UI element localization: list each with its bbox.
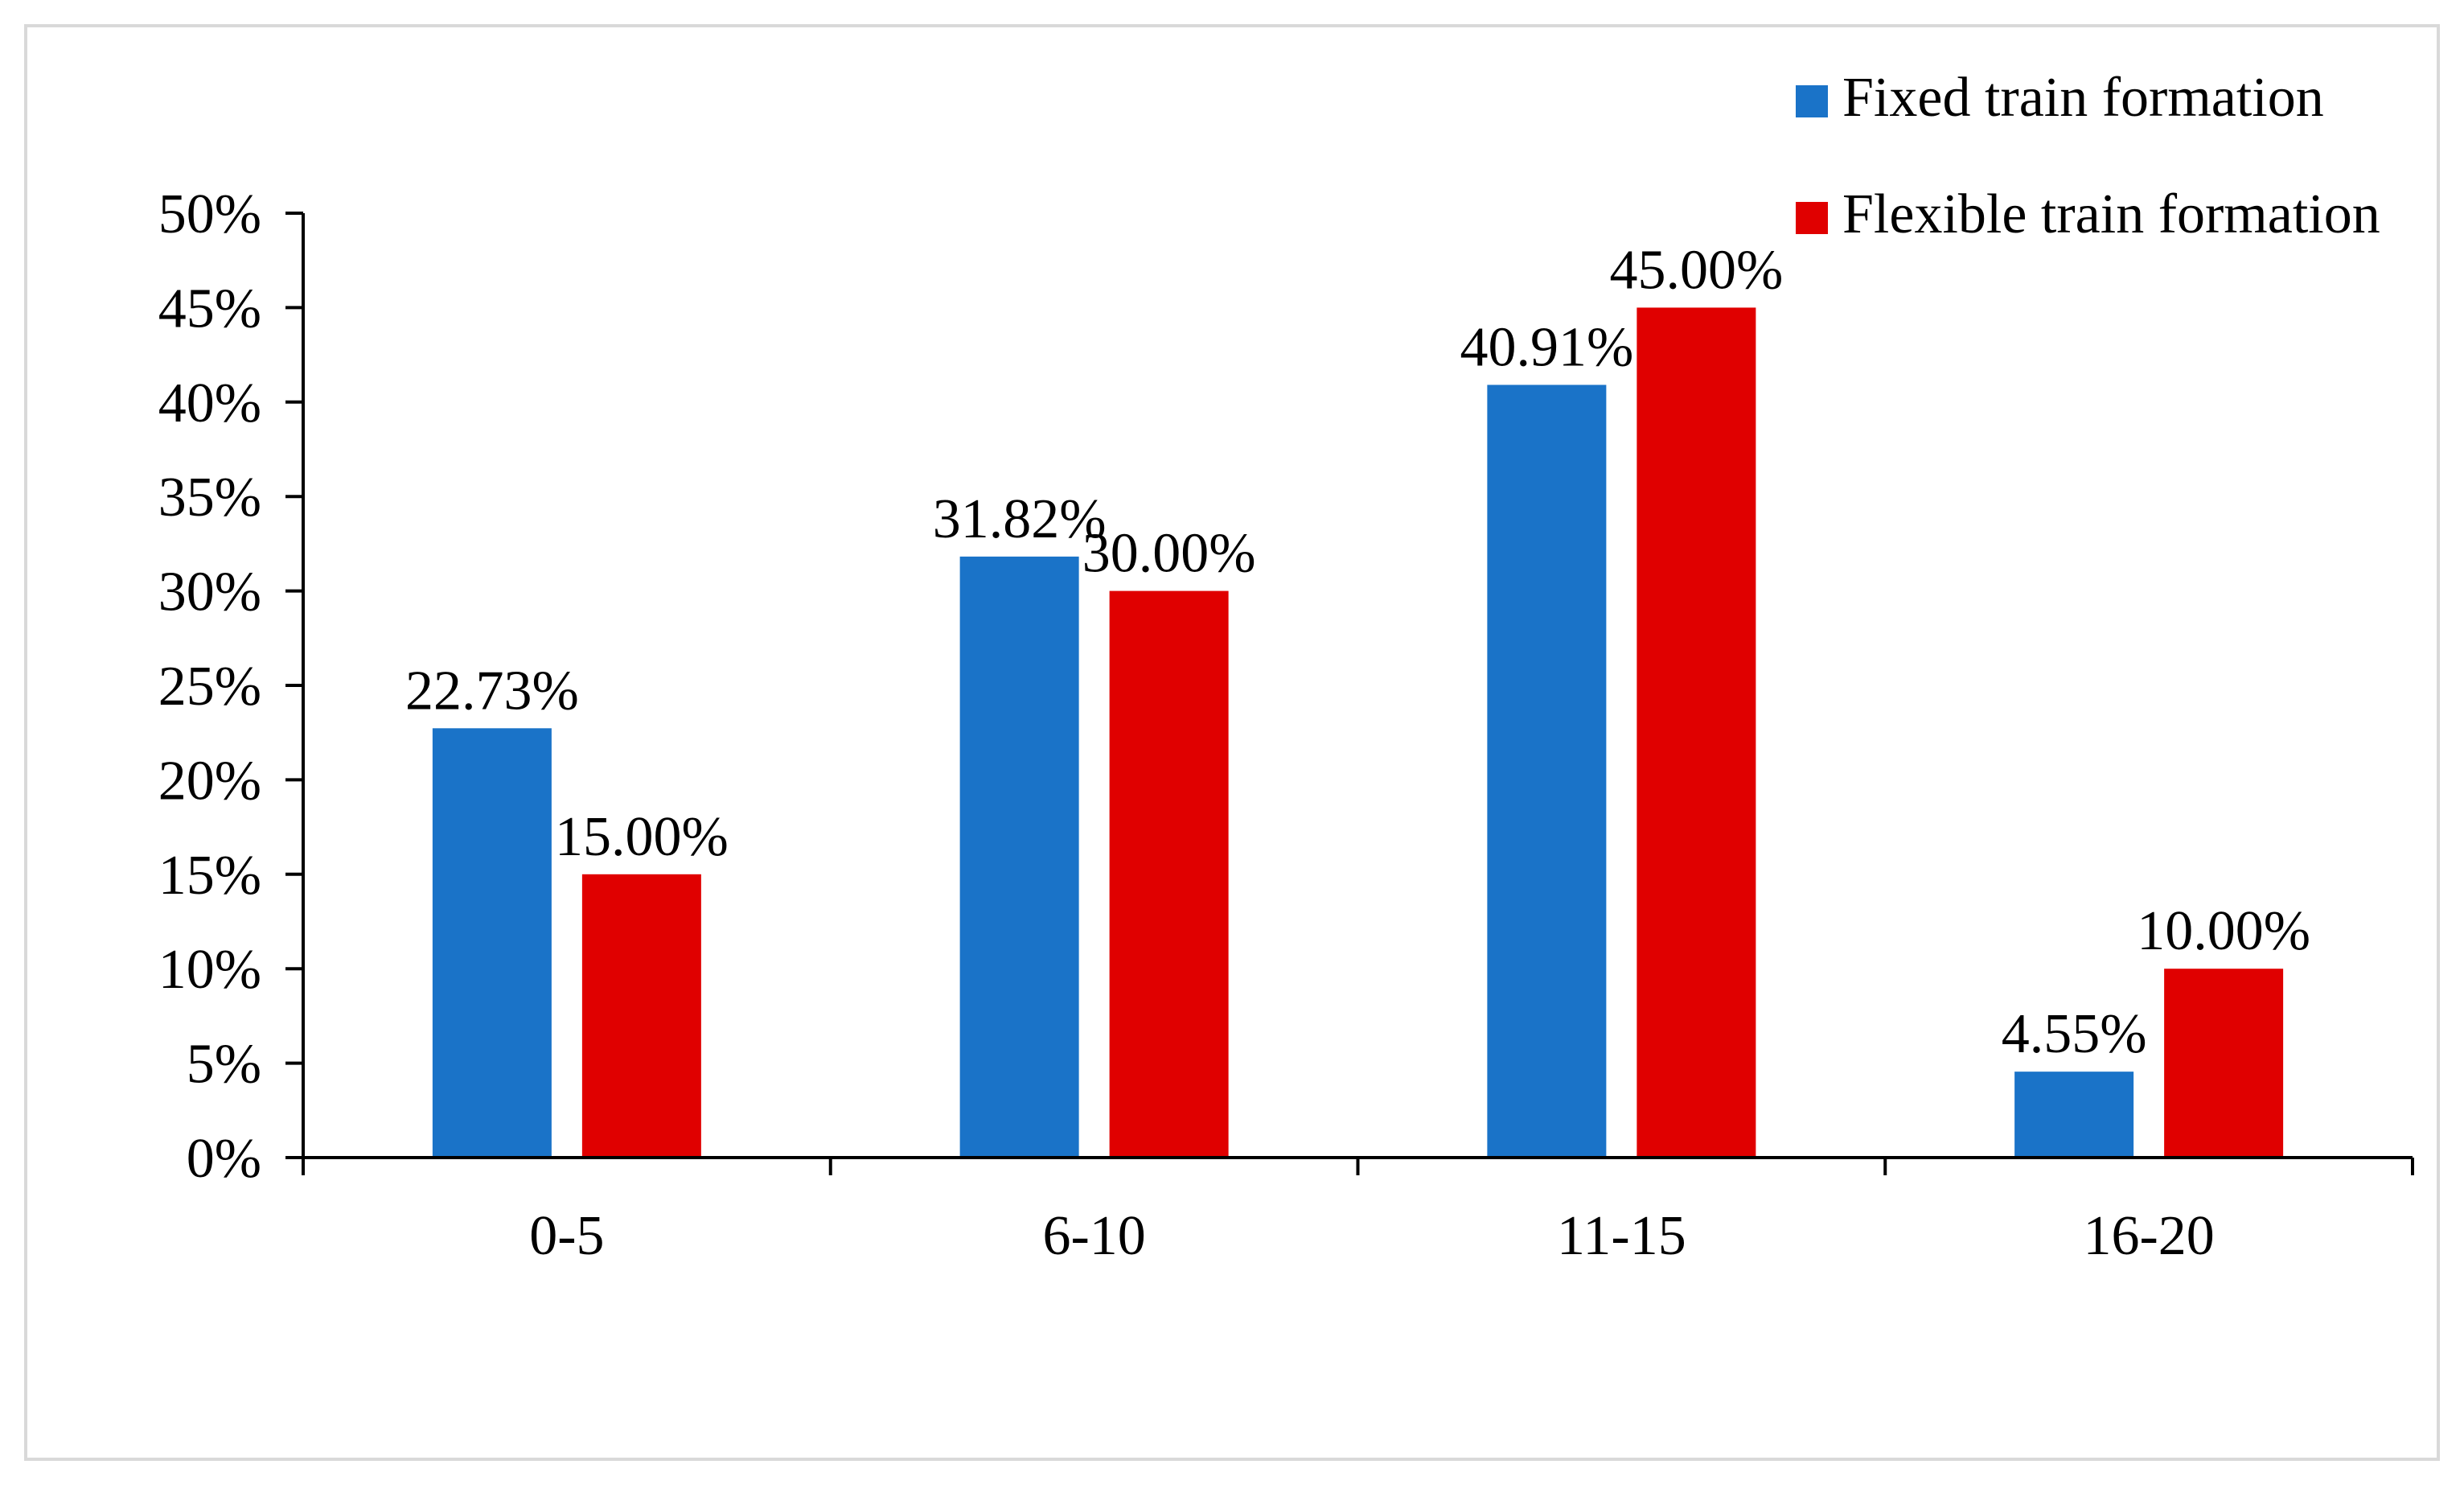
y-tick-label: 25%	[158, 656, 261, 718]
x-tick-label: 0-5	[529, 1205, 604, 1267]
bars-layer	[432, 307, 2284, 1158]
legend-label-fixed: Fixed train formation	[1842, 67, 2324, 129]
x-tick-label: 16-20	[2083, 1205, 2214, 1267]
bar-fixed-6-10	[959, 556, 1079, 1158]
y-tick-label: 0%	[187, 1128, 261, 1190]
legend-swatch-fixed	[1796, 85, 1828, 117]
bar-flexible-6-10	[1109, 590, 1229, 1158]
x-tick-label: 6-10	[1042, 1205, 1145, 1267]
x-tick-label: 11-15	[1557, 1205, 1686, 1267]
data-label-fixed-11-15: 40.91%	[1460, 316, 1633, 378]
bar-flexible-0-5	[581, 874, 701, 1158]
y-tick-label: 30%	[158, 562, 261, 623]
y-tick-label: 15%	[158, 845, 261, 907]
y-tick-label: 10%	[158, 939, 261, 1001]
data-label-flexible-16-20: 10.00%	[2137, 900, 2310, 962]
y-tick-label: 20%	[158, 750, 261, 812]
data-label-fixed-16-20: 4.55%	[2002, 1003, 2147, 1065]
data-label-flexible-6-10: 30.00%	[1082, 523, 1256, 585]
chart-frame: 22.73% 15.00% 31.82% 30.00% 40.91% 45.00% 4.55…	[24, 24, 2440, 1461]
bar-chart: 22.73% 15.00% 31.82%30.00% 40.91% 45.00% 4.55…	[158, 67, 2414, 1267]
y-tick-label: 45%	[158, 278, 261, 339]
bar-fixed-0-5	[432, 728, 552, 1158]
data-label-flexible-11-15: 45.00%	[1609, 239, 1783, 301]
legend: Fixed train formation Flexible train form…	[1796, 67, 2380, 245]
bar-fixed-16-20	[2014, 1072, 2134, 1158]
data-label-fixed-6-10: 31.82%	[933, 488, 1107, 550]
y-tick-label: 5%	[187, 1034, 261, 1096]
y-tick-label: 40%	[158, 372, 261, 434]
data-labels-layer: 22.73% 15.00% 31.82%30.00% 40.91% 45.00% 4.55…	[405, 239, 2310, 1065]
axes-layer: 0% 5% 10% 15% 20% 25% 30% 35% 40% 45% 50% 0-5 6-10 11…	[158, 183, 2414, 1267]
y-tick-label: 35%	[158, 467, 261, 529]
bar-fixed-11-15	[1487, 385, 1607, 1158]
bar-flexible-16-20	[2164, 969, 2284, 1158]
y-tick-label: 50%	[158, 183, 261, 245]
legend-swatch-flexible	[1796, 202, 1828, 234]
data-label-fixed-0-5: 22.73%	[405, 660, 579, 722]
data-label-flexible-0-5: 15.00%	[555, 806, 729, 868]
bar-flexible-11-15	[1637, 307, 1756, 1158]
legend-label-flexible: Flexible train formation	[1842, 183, 2380, 245]
